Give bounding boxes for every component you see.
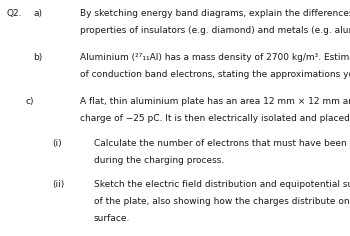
Text: a): a) xyxy=(33,9,42,18)
Text: surface.: surface. xyxy=(94,214,130,223)
Text: (ii): (ii) xyxy=(52,180,64,189)
Text: Sketch the electric field distribution and equipotential surfaces outside: Sketch the electric field distribution a… xyxy=(94,180,350,189)
Text: Calculate the number of electrons that must have been transferred: Calculate the number of electrons that m… xyxy=(94,139,350,148)
Text: during the charging process.: during the charging process. xyxy=(94,156,224,165)
Text: charge of −25 pC. It is then electrically isolated and placed in a vacuum.: charge of −25 pC. It is then electricall… xyxy=(80,114,350,123)
Text: properties of insulators (e.g. diamond) and metals (e.g. aluminium).: properties of insulators (e.g. diamond) … xyxy=(80,26,350,35)
Text: b): b) xyxy=(33,53,42,62)
Text: A flat, thin aluminium plate has an area 12 mm × 12 mm and acquires a: A flat, thin aluminium plate has an area… xyxy=(80,97,350,106)
Text: By sketching energy band diagrams, explain the differences in electrical: By sketching energy band diagrams, expla… xyxy=(80,9,350,18)
Text: Aluminium (²⁷₁₁Al) has a mass density of 2700 kg/m³. Estimate the density: Aluminium (²⁷₁₁Al) has a mass density of… xyxy=(80,53,350,62)
Text: of the plate, also showing how the charges distribute on the plate’s: of the plate, also showing how the charg… xyxy=(94,197,350,206)
Text: c): c) xyxy=(25,97,34,106)
Text: Q2.: Q2. xyxy=(6,9,22,18)
Text: (i): (i) xyxy=(52,139,62,148)
Text: of conduction band electrons, stating the approximations you make.: of conduction band electrons, stating th… xyxy=(80,70,350,79)
